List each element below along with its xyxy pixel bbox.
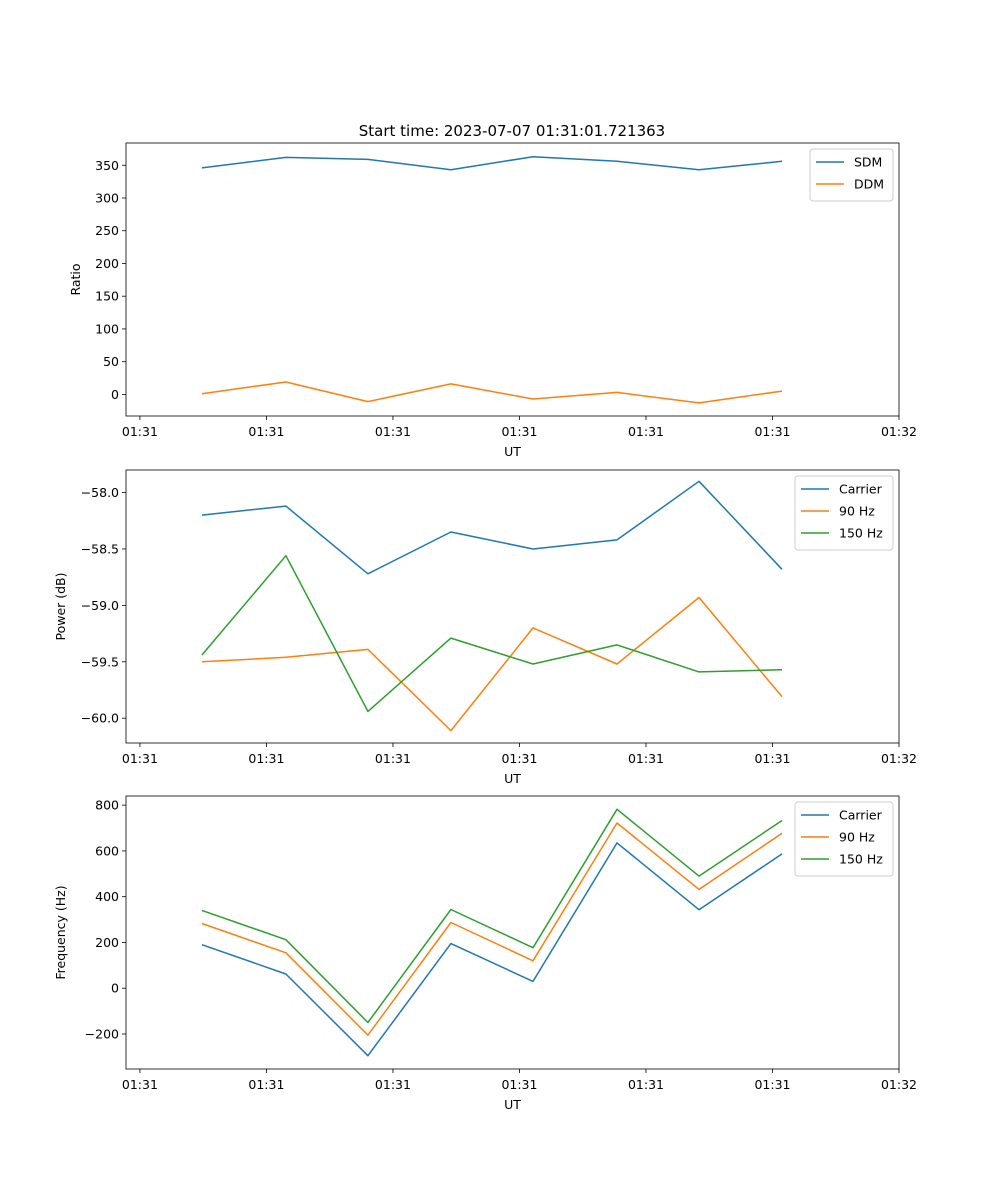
x-tick-label: 01:31 — [628, 751, 664, 766]
figure-title: Start time: 2023-07-07 01:31:01.721363 — [359, 122, 665, 140]
x-tick-label: 01:31 — [754, 751, 790, 766]
x-tick-label: 01:31 — [122, 751, 158, 766]
legend-label: 90 Hz — [839, 830, 875, 845]
y-tick-label: 200 — [95, 935, 119, 950]
x-tick-label: 01:31 — [628, 1077, 664, 1092]
x-tick-label: 01:31 — [501, 751, 537, 766]
x-tick-label: 01:31 — [248, 424, 284, 439]
legend-label: 150 Hz — [839, 852, 883, 867]
x-tick-label: 01:31 — [248, 751, 284, 766]
y-tick-label: 300 — [95, 190, 119, 205]
x-tick-label: 01:32 — [881, 751, 917, 766]
y-tick-label: 0 — [111, 981, 119, 996]
axes-frame — [125, 469, 900, 744]
legend-label: Carrier — [839, 808, 883, 823]
series-line-90-hz — [201, 596, 783, 732]
subplot-1: 01:31 01:31 01:31 01:31 01:31 01:31 01:32 0 50 10… — [68, 142, 917, 459]
x-tick-label: 01:31 — [754, 1077, 790, 1092]
x-tick-label: 01:31 — [122, 424, 158, 439]
y-tick-label: −58.5 — [81, 541, 119, 556]
x-tick-label: 01:31 — [375, 1077, 411, 1092]
x-tick-label: 01:31 — [501, 1077, 537, 1092]
axes-frame — [125, 142, 900, 417]
x-axis-label: UT — [504, 444, 521, 459]
y-tick-label: −59.5 — [81, 654, 119, 669]
x-tick-label: 01:32 — [881, 1077, 917, 1092]
series-line-150-hz — [201, 808, 783, 1024]
x-axis-label: UT — [504, 1097, 521, 1112]
legend-box — [794, 475, 894, 551]
legend-label: SDM — [854, 155, 882, 170]
y-tick-label: 50 — [103, 354, 119, 369]
y-tick-label: 200 — [95, 256, 119, 271]
legend-label: 90 Hz — [839, 504, 875, 519]
y-tick-label: 150 — [95, 289, 119, 304]
x-tick-label: 01:31 — [248, 1077, 284, 1092]
axes-frame — [125, 795, 900, 1070]
legend-box — [794, 801, 894, 877]
series-line-150-hz — [201, 554, 783, 713]
x-tick-label: 01:32 — [881, 424, 917, 439]
legend-label: DDM — [854, 177, 884, 192]
x-tick-label: 01:31 — [122, 1077, 158, 1092]
y-tick-label: −60.0 — [81, 711, 119, 726]
y-tick-label: −58.0 — [81, 485, 119, 500]
y-tick-label: 0 — [111, 387, 119, 402]
x-tick-label: 01:31 — [628, 424, 664, 439]
series-line-90-hz — [201, 822, 783, 1036]
y-axis-label: Power (dB) — [53, 572, 68, 640]
x-tick-label: 01:31 — [754, 424, 790, 439]
x-tick-label: 01:31 — [375, 751, 411, 766]
y-axis-label: Ratio — [68, 263, 83, 295]
legend: Carrier 90 Hz 150 Hz — [794, 801, 894, 877]
legend: Carrier 90 Hz 150 Hz — [794, 475, 894, 551]
y-tick-label: −200 — [85, 1026, 119, 1041]
legend-label: Carrier — [839, 482, 883, 497]
y-tick-label: −59.0 — [81, 598, 119, 613]
series-line-carrier — [201, 480, 783, 575]
y-tick-label: 100 — [95, 321, 119, 336]
series-line-ddm — [201, 381, 783, 404]
x-tick-label: 01:31 — [375, 424, 411, 439]
y-tick-label: 350 — [95, 158, 119, 173]
y-axis-label: Frequency (Hz) — [53, 885, 68, 979]
x-axis-label: UT — [504, 771, 521, 786]
x-tick-label: 01:31 — [501, 424, 537, 439]
legend: SDM DDM — [809, 148, 894, 202]
y-tick-label: 800 — [95, 798, 119, 813]
legend-label: 150 Hz — [839, 526, 883, 541]
y-tick-label: 400 — [95, 889, 119, 904]
subplot-2: 01:31 01:31 01:31 01:31 01:31 01:31 01:32 −60.0… — [53, 469, 917, 786]
subplot-3: 01:31 01:31 01:31 01:31 01:31 01:31 01:32 −200 0… — [53, 795, 917, 1112]
series-line-sdm — [201, 155, 783, 171]
y-tick-label: 250 — [95, 223, 119, 238]
y-tick-label: 600 — [95, 843, 119, 858]
series-line-carrier — [201, 842, 783, 1057]
